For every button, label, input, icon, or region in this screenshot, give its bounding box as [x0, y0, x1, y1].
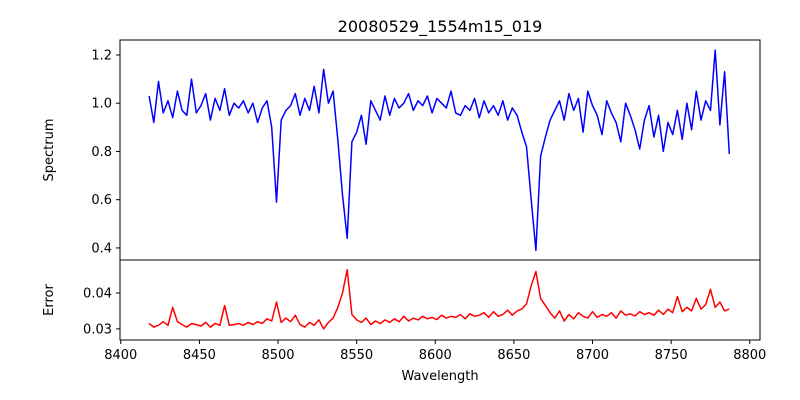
spectrum-y-tick-label: 1.2: [91, 48, 112, 63]
x-tick-label: 8750: [655, 348, 688, 363]
spectrum-y-tick-label: 0.6: [91, 193, 112, 208]
error-panel: 0.03 0.04 8400 8450 8500 8550 8600 8650 8700 8750…: [83, 259, 766, 363]
x-tick-label: 8550: [340, 348, 373, 363]
spectrum-y-tick-label: 0.8: [91, 145, 112, 160]
x-tick-label: 8600: [419, 348, 452, 363]
x-tick-label: 8400: [104, 348, 137, 363]
x-tick-label: 8650: [497, 348, 530, 363]
spectrum-y-label: Spectrum: [42, 119, 57, 182]
error-y-tick-label: 0.03: [83, 322, 112, 337]
error-y-tick-label: 0.04: [83, 287, 112, 302]
x-tick-label: 8500: [261, 348, 294, 363]
error-line: [148, 268, 730, 330]
x-tick-label: 8800: [733, 348, 766, 363]
x-tick-label: 8700: [576, 348, 609, 363]
x-tick-label: 8450: [183, 348, 216, 363]
chart-title: 20080529_1554m15_019: [338, 17, 543, 37]
spectrum-y-tick-label: 0.4: [91, 241, 112, 256]
x-axis-label: Wavelength: [401, 369, 478, 384]
error-axes-frame: [119, 259, 761, 341]
error-y-label: Error: [42, 284, 57, 316]
spectrum-line: [148, 49, 731, 252]
spectrum-y-tick-label: 1.0: [91, 97, 112, 112]
spectrum-panel: 0.4 0.6 0.8 1.0 1.2: [91, 39, 761, 261]
